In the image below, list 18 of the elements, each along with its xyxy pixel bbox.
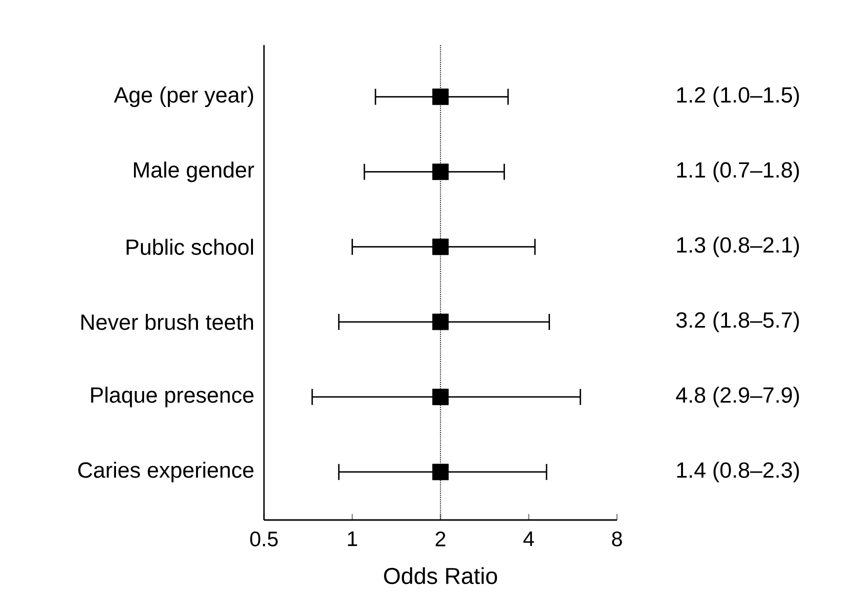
y-tick-label: Never brush teeth xyxy=(81,314,254,330)
text: 1.3 (0.8–2.1) xyxy=(677,236,799,258)
text: 1.2 (1.0–1.5) xyxy=(677,86,799,108)
y-tick-label: Public school xyxy=(126,238,253,255)
x-tick-label: 1 xyxy=(348,532,358,546)
x-tick-label: 0.5 xyxy=(250,532,278,546)
y-tick-label: Plaque presence xyxy=(91,386,254,408)
x-tick-label: 2 xyxy=(436,532,446,546)
text: 3.2 (1.8–5.7) xyxy=(676,312,799,332)
x-tick-label: 8 xyxy=(612,532,622,546)
y-tick-label: Age (per year) xyxy=(114,86,254,108)
y-tick-label: Male gender xyxy=(134,162,254,182)
text: 4.8 (2.9–7.9) xyxy=(676,386,799,408)
y-tick-label: Caries experience xyxy=(78,462,254,482)
x-axis-title: Odds Ratio xyxy=(384,567,498,584)
x-tick-label: 4 xyxy=(523,532,534,546)
text: 1.4 (0.8–2.3) xyxy=(677,462,799,482)
text: 1.1 (0.7–1.8) xyxy=(677,162,799,182)
